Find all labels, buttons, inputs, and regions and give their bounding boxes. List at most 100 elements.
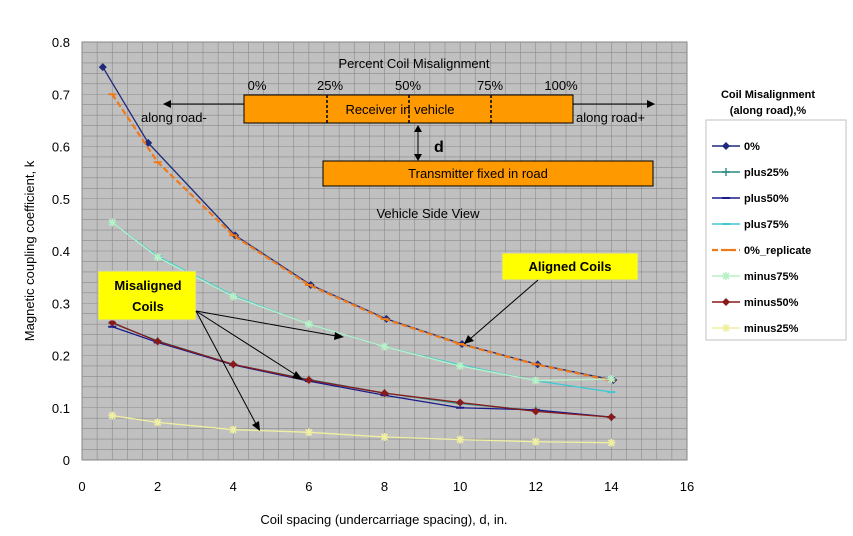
- series-6-point: [456, 398, 465, 407]
- series-6-point: [108, 318, 117, 327]
- misaligned-arrow-1-line: [195, 310, 337, 337]
- d-arrow-head-up: [414, 125, 422, 132]
- misaligned-callout-line1: Misaligned: [114, 278, 181, 293]
- y-tick-label: 0.8: [52, 35, 70, 50]
- transmitter-box: [322, 160, 654, 187]
- legend-item-3: plus75%: [712, 219, 789, 231]
- legend-label-1: plus25%: [744, 167, 789, 179]
- x-tick-label: 14: [604, 479, 618, 494]
- receiver-label: Receiver in vehicle: [345, 102, 454, 117]
- along-road-plus: along road+: [576, 110, 645, 125]
- series-layer: [98, 63, 618, 447]
- misaligned-callout-box: [97, 270, 197, 321]
- misaligned-callout-line2: Coils: [132, 299, 164, 314]
- series-7-point: [456, 435, 465, 444]
- percent-label-50: 50%: [395, 78, 421, 93]
- series-7-point: [304, 428, 313, 437]
- legend-label-4: 0%_replicate: [744, 245, 811, 257]
- x-tick-label: 16: [680, 479, 694, 494]
- legend-title-line2: (along road),%: [730, 105, 807, 117]
- legend-item-0: 0%: [712, 141, 760, 153]
- legend-item-6: minus50%: [712, 297, 799, 309]
- d-arrow-head-down: [414, 154, 422, 161]
- percent-label-100: 100%: [544, 78, 578, 93]
- legend-marker-6: [722, 298, 730, 306]
- legend-label-3: plus75%: [744, 219, 789, 231]
- aligned-arrow-head: [464, 335, 474, 344]
- series-5-point: [380, 342, 389, 351]
- misaligned-arrow-2-head: [292, 371, 303, 380]
- y-tick-label: 0: [63, 453, 70, 468]
- series-line-6: [112, 321, 612, 418]
- legend-label-2: plus50%: [744, 193, 789, 205]
- x-tick-label: 0: [78, 479, 85, 494]
- aligned-arrow-line: [469, 279, 539, 340]
- legend-label-6: minus50%: [744, 297, 799, 309]
- y-tick-label: 0.6: [52, 140, 70, 155]
- legend-label-7: minus25%: [744, 323, 799, 335]
- transmitter-label: Transmitter fixed in road: [408, 166, 548, 181]
- y-tick-label: 0.3: [52, 296, 70, 311]
- y-tick-label: 0.4: [52, 244, 70, 259]
- legend-marker-5: [722, 272, 730, 280]
- grid: [81, 41, 688, 461]
- percent-label-25: 25%: [317, 78, 343, 93]
- series-7-point: [607, 438, 616, 447]
- d-label: d: [434, 139, 444, 156]
- legend-item-7: minus25%: [712, 323, 799, 335]
- percent-label-75: 75%: [477, 78, 503, 93]
- series-5-point: [229, 292, 238, 301]
- series-7: [108, 411, 616, 447]
- series-0-point: [98, 63, 107, 72]
- percent-title: Percent Coil Misalignment: [338, 56, 489, 71]
- series-line-5: [111, 221, 612, 382]
- legend-label-5: minus75%: [744, 271, 799, 283]
- misaligned-arrow-3-head: [252, 421, 260, 431]
- legend-label-0: 0%: [744, 141, 760, 153]
- series-6-point: [531, 407, 540, 416]
- series-6-point: [304, 376, 313, 385]
- legend-item-2: plus50%: [712, 193, 789, 205]
- percent-label-0: 0%: [248, 78, 267, 93]
- arrow-right-head: [647, 100, 655, 108]
- series-6-point: [153, 337, 162, 346]
- series-line-4: [111, 93, 612, 382]
- x-tick-label: 2: [154, 479, 161, 494]
- series-5-point: [531, 376, 540, 385]
- legend-items: 0% plus25% plus50% plus75% 0%_replicateminus…: [712, 141, 811, 335]
- series-7-point: [380, 433, 389, 442]
- series-5-point: [108, 218, 117, 227]
- series-7-point: [229, 425, 238, 434]
- y-tick-label: 0.5: [52, 192, 70, 207]
- series-6: [108, 318, 616, 422]
- series-4: [108, 93, 616, 382]
- series-5-point: [153, 253, 162, 262]
- legend-box: [705, 119, 847, 341]
- x-tick-label: 10: [453, 479, 467, 494]
- side-view-label: Vehicle Side View: [376, 206, 480, 221]
- x-tick-label: 6: [305, 479, 312, 494]
- series-7-point: [153, 418, 162, 427]
- aligned-callout-label: Aligned Coils: [528, 259, 611, 274]
- legend-item-5: minus75%: [712, 271, 799, 283]
- y-tick-label: 0.1: [52, 401, 70, 416]
- series-6-point: [380, 389, 389, 398]
- x-tick-label: 4: [230, 479, 237, 494]
- arrow-left-head: [163, 100, 171, 108]
- callouts: Aligned Coils Misaligned Coils: [97, 252, 639, 431]
- y-tick-label: 0.7: [52, 87, 70, 102]
- series-7-point: [531, 437, 540, 446]
- legend-marker-7: [722, 324, 730, 332]
- y-axis-label: Magnetic coupling coefficient, k: [22, 160, 37, 341]
- x-axis-label: Coil spacing (undercarriage spacing), d,…: [260, 512, 507, 527]
- series-0-point: [144, 138, 153, 147]
- x-tick-label: 8: [381, 479, 388, 494]
- along-road-minus: along road-: [141, 110, 207, 125]
- axes: 0 2 4 6 8 10 12 14 16 0 0.1 0.2 0.3 0.4 0.5 0.6 0.7 0.8: [52, 35, 694, 494]
- series-6-point: [229, 360, 238, 369]
- misaligned-arrow-3-line: [195, 310, 257, 425]
- legend: 0% plus25% plus50% plus75% 0%_replicateminus…: [705, 119, 847, 341]
- misaligned-arrow-2-line: [195, 310, 297, 376]
